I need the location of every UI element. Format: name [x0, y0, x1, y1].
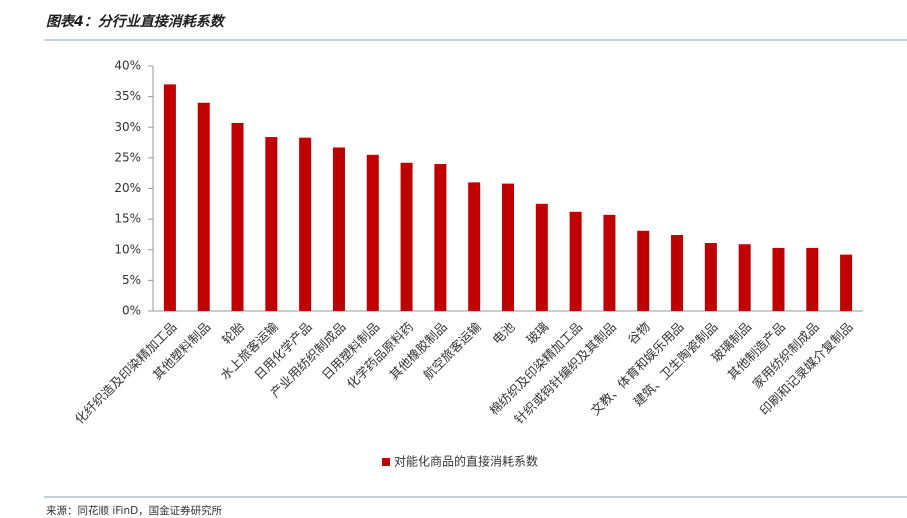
y-tick-label: 30% — [114, 120, 141, 134]
bar — [671, 235, 684, 311]
y-tick-label: 40% — [114, 59, 141, 73]
bar — [704, 243, 717, 311]
bar — [231, 122, 244, 312]
y-tick-label: 20% — [114, 181, 141, 195]
bar — [434, 164, 447, 311]
bar — [535, 203, 548, 311]
bar — [569, 211, 582, 311]
bar — [299, 137, 312, 311]
y-tick-label: 25% — [114, 150, 141, 164]
bar — [806, 247, 819, 311]
x-tick-label: 电池 — [489, 319, 518, 348]
y-tick-label: 15% — [114, 212, 141, 226]
source: 来源：同花顺 iFinD，国金证券研究所 — [46, 504, 223, 517]
legend-swatch — [382, 458, 390, 466]
bar — [603, 214, 616, 311]
bar — [637, 230, 650, 311]
chart-title: 图表4：分行业直接消耗系数 — [46, 13, 226, 30]
x-tick-label: 轮胎 — [219, 319, 248, 348]
bar — [468, 182, 481, 311]
bar — [163, 84, 176, 311]
y-tick-label: 10% — [114, 242, 141, 256]
bar — [197, 102, 210, 311]
bar — [366, 154, 379, 311]
legend-label: 对能化商品的直接消耗系数 — [394, 454, 538, 469]
x-tick-label: 谷物 — [625, 319, 653, 347]
x-tick-label: 玻璃 — [523, 319, 551, 347]
bar — [840, 254, 853, 311]
bar — [332, 147, 345, 311]
bar — [772, 247, 785, 311]
y-tick-label: 5% — [122, 273, 141, 287]
bar — [502, 183, 514, 311]
y-tick-label: 0% — [122, 304, 141, 318]
y-tick-label: 35% — [114, 89, 141, 103]
bar — [738, 244, 751, 311]
bar — [400, 162, 413, 311]
bar — [265, 137, 278, 311]
